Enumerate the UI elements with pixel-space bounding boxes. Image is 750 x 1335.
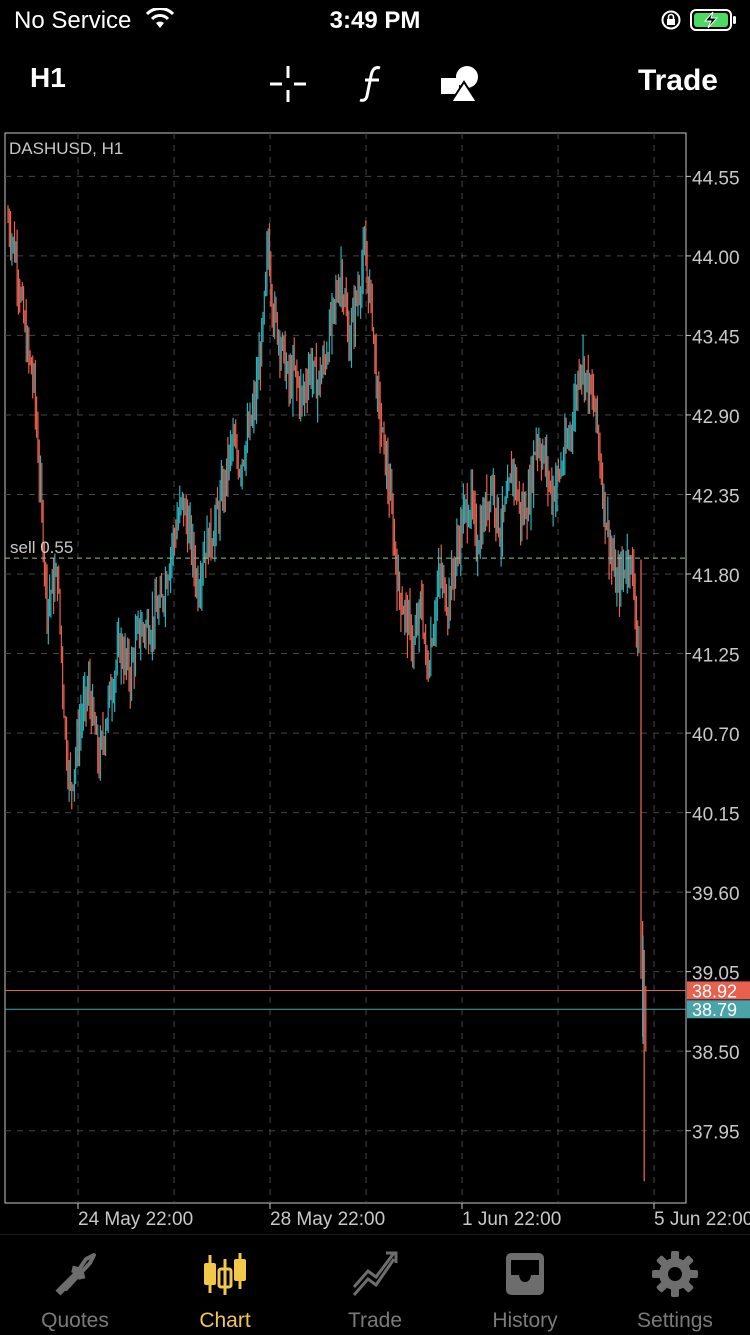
y-tick-label: 43.45 bbox=[692, 327, 740, 348]
chart-frame bbox=[4, 132, 687, 1204]
tab-quotes[interactable]: Quotes bbox=[0, 1235, 150, 1335]
y-tick-label: 40.15 bbox=[692, 805, 740, 826]
x-tick-label: 5 Jun 22:00 bbox=[654, 1209, 750, 1230]
tab-settings[interactable]: Settings bbox=[600, 1235, 750, 1335]
y-tick-label: 37.95 bbox=[692, 1123, 740, 1144]
tab-label: History bbox=[492, 1309, 558, 1332]
y-tick-label: 41.25 bbox=[692, 646, 740, 667]
bid-price-tag bbox=[687, 981, 750, 1000]
y-tick-label: 41.80 bbox=[692, 566, 740, 587]
y-tick-label: 38.50 bbox=[692, 1043, 740, 1064]
gear-icon bbox=[652, 1251, 698, 1297]
sell-order-label: sell 0.55 bbox=[10, 538, 73, 557]
tab-label: Trade bbox=[347, 1309, 403, 1332]
chart-symbol-label: DASHUSD, H1 bbox=[9, 139, 123, 158]
status-bar: No Service 3:49 PM bbox=[0, 0, 750, 42]
x-tick-label: 28 May 22:00 bbox=[270, 1209, 385, 1230]
candlesticks-icon bbox=[204, 1253, 246, 1295]
function-icon[interactable] bbox=[352, 62, 396, 106]
quotes-arrows-icon bbox=[55, 1253, 96, 1296]
ask-price-tag bbox=[687, 1000, 750, 1019]
y-tick-label: 44.00 bbox=[692, 248, 740, 269]
crosshair-icon[interactable] bbox=[266, 62, 310, 106]
wifi-icon bbox=[145, 8, 175, 28]
y-tick-label: 40.70 bbox=[692, 725, 740, 746]
battery-charging-icon bbox=[690, 9, 736, 31]
trade-button[interactable]: Trade bbox=[637, 64, 718, 97]
objects-icon[interactable] bbox=[438, 62, 482, 106]
timeframe-button[interactable]: H1 bbox=[30, 62, 66, 93]
rotation-lock-icon bbox=[661, 10, 681, 30]
y-tick-label: 44.55 bbox=[692, 168, 740, 189]
tab-bar: Quotes Chart Trade History bbox=[0, 1234, 750, 1335]
candlestick-chart[interactable]: 44.55 44.00 43.45 42.90 42.35 41.80 41.25 40.70… bbox=[0, 128, 750, 1234]
y-tick-label: 42.90 bbox=[692, 407, 740, 428]
inbox-tray-icon bbox=[506, 1253, 544, 1295]
tab-history[interactable]: History bbox=[450, 1235, 600, 1335]
x-tick-label: 1 Jun 22:00 bbox=[462, 1209, 561, 1230]
tab-label: Settings bbox=[637, 1309, 713, 1332]
carrier-label: No Service bbox=[14, 7, 132, 34]
x-tick-label: 24 May 22:00 bbox=[78, 1209, 193, 1230]
tab-label: Chart bbox=[199, 1309, 251, 1332]
chart-toolbar: H1 Trade bbox=[0, 44, 750, 128]
y-tick-label: 39.60 bbox=[692, 884, 740, 905]
ask-price: 38.79 bbox=[692, 1000, 737, 1020]
price-chart[interactable]: 44.55 44.00 43.45 42.90 42.35 41.80 41.25 40.70… bbox=[0, 128, 750, 1234]
tab-trade[interactable]: Trade bbox=[300, 1235, 450, 1335]
y-tick-label: 42.35 bbox=[692, 486, 740, 507]
bid-price: 38.92 bbox=[692, 981, 737, 1001]
tab-label: Quotes bbox=[41, 1309, 109, 1332]
trade-chart-icon bbox=[352, 1251, 398, 1296]
y-tick-label: 39.05 bbox=[692, 964, 740, 985]
tab-chart[interactable]: Chart bbox=[150, 1235, 300, 1335]
